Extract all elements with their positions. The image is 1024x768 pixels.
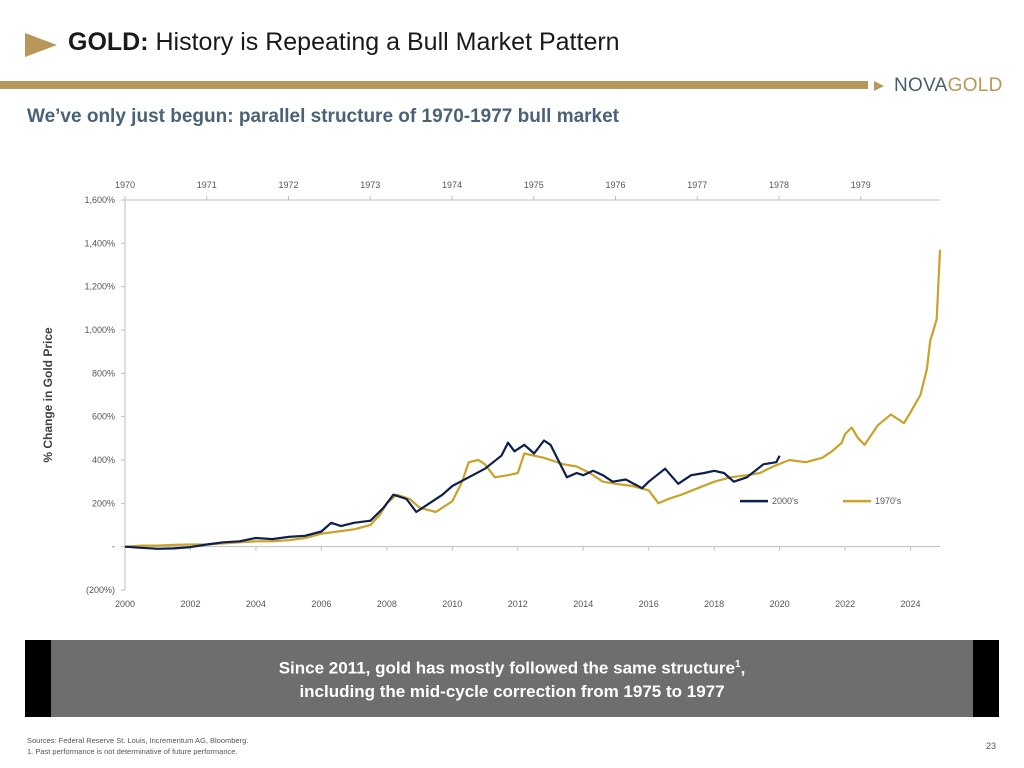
x-top-tick-label: 1975 [524, 180, 544, 190]
series-line-1 [124, 249, 942, 548]
x-bottom-tick-label: 2000 [115, 599, 135, 609]
page-title: GOLD: History is Repeating a Bull Market… [68, 28, 620, 57]
legend-label: 1970's [875, 496, 902, 506]
y-tick-label: 400% [92, 455, 115, 465]
y-tick-label: 800% [92, 368, 115, 378]
x-bottom-tick-label: 2014 [573, 599, 593, 609]
y-tick-label: 600% [92, 412, 115, 422]
y-tick-label: 1,000% [84, 325, 115, 335]
x-top-tick-label: 1977 [687, 180, 707, 190]
x-bottom-tick-label: 2006 [311, 599, 331, 609]
x-bottom-tick-label: 2010 [442, 599, 462, 609]
x-top-tick-label: 1971 [197, 180, 217, 190]
y-tick-label: (200%) [86, 585, 115, 595]
y-tick-label: - [112, 542, 115, 552]
x-bottom-tick-label: 2008 [377, 599, 397, 609]
logo-text-nova: NOVA [894, 75, 948, 96]
callout-line-1-end: , [740, 658, 746, 678]
x-bottom-tick-label: 2022 [835, 599, 855, 609]
series-line-0 [124, 439, 781, 550]
x-bottom-tick-label: 2004 [246, 599, 266, 609]
y-tick-label: 1,600% [84, 195, 115, 205]
footnote-text: 1. Past performance is not determinative… [27, 747, 238, 756]
page-title-rest: History is Repeating a Bull Market Patte… [148, 28, 620, 56]
x-bottom-tick-label: 2020 [770, 599, 790, 609]
sources-note: Sources: Federal Reserve St. Louis, Incr… [27, 735, 248, 757]
x-bottom-tick-label: 2012 [508, 599, 528, 609]
y-tick-label: 1,400% [84, 238, 115, 248]
callout-line-1: Since 2011, gold has mostly followed the… [279, 653, 746, 681]
callout-line-2: including the mid-cycle correction from … [299, 682, 725, 702]
page-number: 23 [986, 741, 997, 751]
header-divider [0, 81, 868, 89]
title-arrow-icon [25, 33, 57, 57]
x-top-tick-label: 1978 [769, 180, 789, 190]
x-top-tick-label: 1972 [278, 180, 298, 190]
x-top-tick-label: 1970 [115, 180, 135, 190]
callout-panel: Since 2011, gold has mostly followed the… [51, 640, 973, 717]
x-top-tick-label: 1976 [605, 180, 625, 190]
logo-arrow-icon [874, 81, 884, 91]
y-tick-label: 1,200% [84, 282, 115, 292]
gold-price-chart: (200%) - 200% 400% 600% 800% 1,000% 1,200% 1,400… [41, 180, 942, 609]
x-bottom-tick-label: 2018 [704, 599, 724, 609]
x-bottom-tick-label: 2016 [639, 599, 659, 609]
legend-label: 2000's [772, 496, 799, 506]
x-bottom-tick-label: 2024 [901, 599, 921, 609]
logo-text-gold: GOLD [947, 75, 1003, 96]
sources-text: Sources: Federal Reserve St. Louis, Incr… [27, 736, 249, 745]
x-bottom-tick-label: 2002 [180, 599, 200, 609]
y-axis-label: % Change in Gold Price [41, 327, 55, 463]
callout-box: Since 2011, gold has mostly followed the… [25, 640, 999, 717]
subtitle: We’ve only just begun: parallel structur… [27, 106, 620, 127]
page-title-bold: GOLD: [68, 28, 149, 56]
x-top-tick-label: 1979 [851, 180, 871, 190]
callout-footnote-marker: 1 [735, 658, 741, 670]
company-logo: NOVAGOLD [874, 75, 1003, 96]
x-top-tick-label: 1973 [360, 180, 380, 190]
x-top-tick-label: 1974 [442, 180, 462, 190]
y-tick-label: 200% [92, 498, 115, 508]
callout-line-1-text: Since 2011, gold has mostly followed the… [278, 658, 735, 678]
